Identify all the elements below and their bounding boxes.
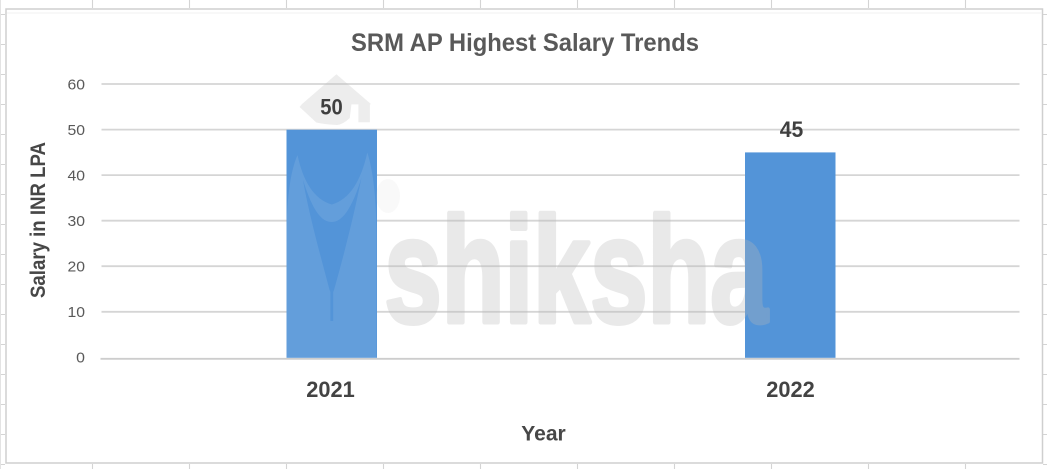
svg-text:20: 20 <box>68 259 86 276</box>
svg-text:30: 30 <box>68 213 86 230</box>
svg-text:45: 45 <box>780 117 804 142</box>
svg-text:2021: 2021 <box>306 377 355 402</box>
svg-text:50: 50 <box>68 122 86 139</box>
svg-text:2022: 2022 <box>766 377 815 402</box>
svg-text:60: 60 <box>68 76 86 93</box>
svg-text:SRM AP Highest Salary Trends: SRM AP Highest Salary Trends <box>351 29 699 57</box>
svg-text:10: 10 <box>68 304 86 321</box>
svg-text:40: 40 <box>68 167 86 184</box>
svg-text:0: 0 <box>76 350 85 367</box>
svg-text:50: 50 <box>320 95 343 120</box>
svg-text:Salary in INR LPA: Salary in INR LPA <box>27 142 50 298</box>
svg-text:shiksha: shiksha <box>384 188 768 355</box>
svg-text:Year: Year <box>521 421 566 445</box>
